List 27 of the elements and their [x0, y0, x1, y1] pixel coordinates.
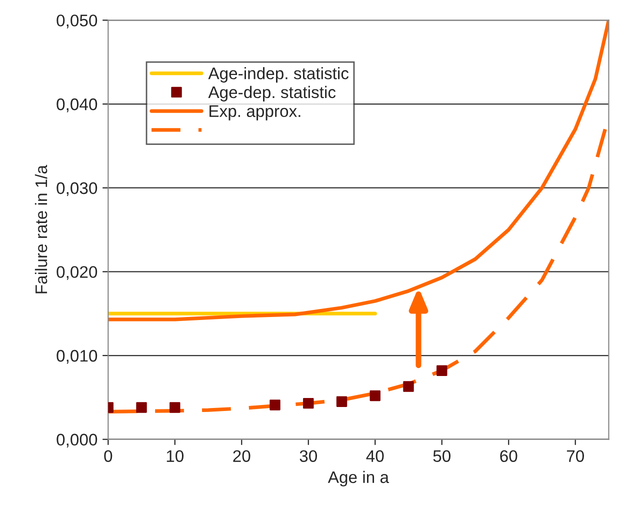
point [303, 398, 314, 409]
x-tick-label: 30 [300, 450, 317, 462]
point [370, 390, 380, 402]
x-tick-label: 10 [166, 450, 184, 462]
x-tick-label: 20 [233, 450, 250, 462]
point [336, 396, 348, 407]
legend-label: Exp. approx. [210, 105, 300, 120]
x-tick-label: 60 [500, 450, 518, 462]
point [170, 402, 180, 413]
y-tick-label: 0,000 [56, 434, 98, 448]
x-tick-label: 70 [566, 450, 584, 462]
y-tick-label: 0,030 [56, 182, 98, 196]
x-tick-label: 0 [104, 450, 112, 462]
point [403, 381, 414, 392]
y-tick-label: 0,050 [56, 14, 98, 28]
point [270, 400, 280, 410]
legend-label: Age-dep. statistic [208, 86, 336, 102]
x-tick-label: 40 [366, 450, 384, 462]
y-tick-label: 0,010 [56, 350, 98, 364]
point [136, 402, 147, 413]
x-tick-label: 50 [433, 450, 450, 462]
x-axis-title: Age in a [328, 470, 390, 486]
y-axis-title: Failure rate in 1/a [34, 164, 48, 294]
legend-label: Age-indep. statistic [208, 67, 349, 83]
point [436, 365, 448, 376]
y-tick-label: 0,040 [56, 98, 98, 112]
y-tick-label: 0,020 [56, 266, 98, 280]
